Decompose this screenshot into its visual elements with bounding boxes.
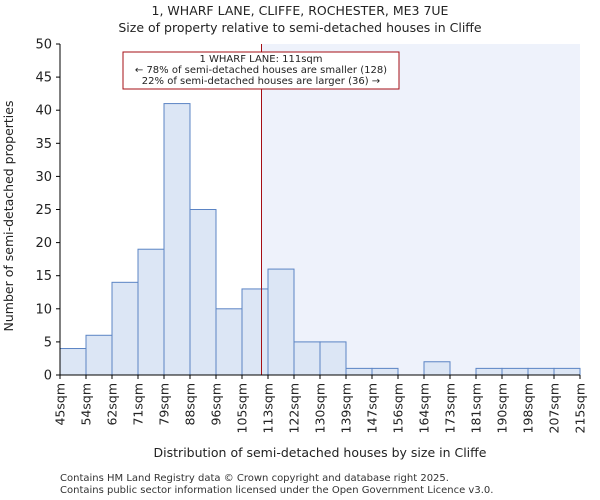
x-tick-label: 79sqm	[157, 383, 172, 426]
x-tick-label: 181sqm	[469, 383, 484, 433]
x-tick-label: 122sqm	[287, 383, 302, 433]
x-tick-label: 215sqm	[573, 383, 588, 433]
y-tick-label: 50	[35, 38, 52, 53]
footer-line-2: Contains public sector information licen…	[60, 485, 494, 496]
bar	[293, 341, 321, 376]
bar	[163, 103, 191, 376]
x-tick-label: 113sqm	[261, 383, 276, 433]
y-tick-label: 30	[35, 170, 52, 185]
annotation-line: 22% of semi-detached houses are larger (…	[142, 76, 380, 87]
y-tick-label: 0	[44, 369, 52, 384]
bar	[527, 367, 555, 376]
bar	[189, 209, 217, 376]
x-tick-label: 62sqm	[105, 383, 120, 426]
bar	[319, 341, 347, 376]
x-tick-label: 156sqm	[391, 383, 406, 433]
bar	[111, 281, 139, 376]
x-tick-label: 88sqm	[183, 383, 198, 426]
bar	[345, 367, 373, 376]
x-tick-label: 147sqm	[365, 383, 380, 433]
y-tick-label: 25	[35, 203, 52, 218]
x-tick-label: 139sqm	[339, 383, 354, 433]
y-tick-label: 40	[35, 104, 52, 119]
chart-subtitle: Size of property relative to semi-detach…	[118, 20, 482, 35]
x-tick-label: 54sqm	[79, 383, 94, 426]
bar	[215, 308, 243, 376]
bar	[137, 248, 165, 376]
annotation-line: 1 WHARF LANE: 111sqm	[199, 54, 322, 65]
bar	[267, 268, 295, 376]
y-tick-label: 35	[35, 137, 52, 152]
bar	[371, 367, 399, 376]
bar	[475, 367, 503, 376]
y-tick-label: 10	[35, 302, 52, 317]
x-axis-label: Distribution of semi-detached houses by …	[154, 445, 487, 460]
x-tick-label: 105sqm	[235, 383, 250, 433]
x-tick-label: 173sqm	[443, 383, 458, 433]
highlight-region	[261, 44, 580, 375]
annotation-box	[122, 51, 400, 90]
x-tick-label: 190sqm	[495, 383, 510, 433]
x-tick-label: 71sqm	[131, 383, 146, 426]
bar	[501, 367, 529, 376]
y-tick-label: 45	[35, 71, 52, 86]
bar	[553, 367, 581, 376]
x-tick-label: 164sqm	[417, 383, 432, 433]
y-tick-label: 20	[35, 236, 52, 251]
footer-line-1: Contains HM Land Registry data © Crown c…	[60, 473, 449, 484]
bar	[423, 361, 451, 376]
bar	[59, 348, 87, 376]
bar	[85, 334, 113, 376]
x-tick-label: 207sqm	[547, 383, 562, 433]
x-tick-label: 130sqm	[313, 383, 328, 433]
x-tick-label: 45sqm	[53, 383, 68, 426]
bar	[241, 288, 269, 376]
y-tick-label: 5	[44, 335, 52, 350]
y-axis-label: Number of semi-detached properties	[1, 101, 16, 332]
x-tick-label: 198sqm	[521, 383, 536, 433]
annotation-line: ← 78% of semi-detached houses are smalle…	[135, 65, 387, 76]
x-tick-label: 96sqm	[209, 383, 224, 426]
y-tick-label: 15	[35, 269, 52, 284]
chart-title: 1, WHARF LANE, CLIFFE, ROCHESTER, ME3 7U…	[151, 3, 449, 18]
